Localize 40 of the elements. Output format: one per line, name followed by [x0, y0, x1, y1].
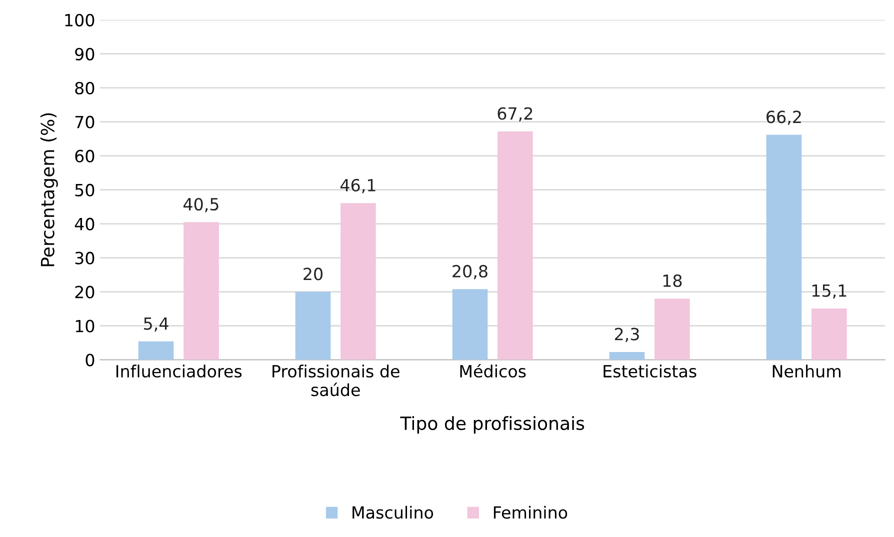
y-tick-label: 10 — [76, 320, 94, 332]
y-tick-label: 70 — [75, 116, 94, 128]
y-tick-label: 90 — [75, 48, 94, 60]
bar — [138, 341, 174, 360]
data-label: 20 — [304, 268, 322, 280]
x-tick-label: Influenciadores — [116, 364, 242, 378]
data-label: 18 — [663, 274, 682, 288]
y-axis-title: Percentagem (%) — [40, 113, 58, 266]
y-tick-label: 80 — [75, 82, 94, 94]
data-label: 2,3 — [614, 328, 639, 342]
x-tick-label: Esteticistas — [604, 364, 696, 378]
bar — [184, 222, 219, 360]
y-tick-label: 60 — [75, 150, 94, 162]
data-label: 66,2 — [766, 110, 801, 125]
y-tick-label: 50 — [75, 184, 94, 196]
y-tick-label: 0 — [86, 354, 94, 366]
data-label: 5,4 — [144, 317, 168, 332]
y-tick-label: 30 — [75, 252, 94, 264]
legend-label: Feminino — [494, 506, 568, 519]
legend-label: Masculino — [352, 506, 434, 519]
y-tick-label: 20 — [75, 286, 94, 298]
y-tick-label: 100 — [65, 14, 94, 26]
bar — [340, 203, 376, 360]
x-tick-label: Nenhum — [772, 364, 840, 378]
y-tick-label: 40 — [74, 218, 94, 230]
bar — [609, 352, 645, 360]
data-label: 15,1 — [812, 284, 846, 299]
x-axis-title: Tipo de profissionais — [400, 416, 584, 434]
bar — [452, 289, 488, 360]
x-tick-label: Profissionais de saúde — [272, 364, 400, 396]
bar — [498, 131, 533, 360]
bar — [812, 308, 847, 360]
bar — [766, 134, 802, 360]
data-label: 40,5 — [183, 198, 218, 212]
bar — [295, 292, 331, 360]
data-label: 20,8 — [452, 264, 488, 280]
bar — [654, 298, 690, 360]
data-label: 46,1 — [340, 178, 376, 194]
x-tick-label: Médicos — [460, 364, 526, 378]
data-label: 67,2 — [498, 107, 532, 122]
